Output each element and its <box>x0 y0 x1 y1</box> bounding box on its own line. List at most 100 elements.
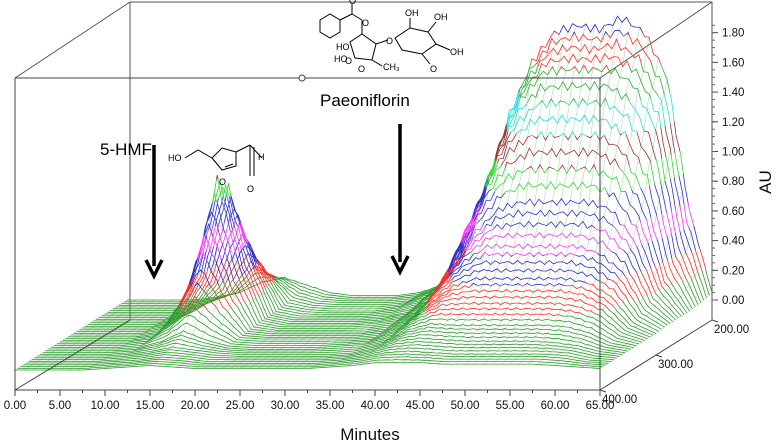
z-tick <box>711 319 719 323</box>
spectrum-slice-370nm <box>31 344 617 360</box>
z-tick-label: 400.00 <box>602 394 637 406</box>
x-tick-label: 40.00 <box>361 400 390 412</box>
box-edge <box>14 319 131 391</box>
mesh-line-time <box>221 292 335 369</box>
bond <box>339 13 353 21</box>
structure-paeoniflorin <box>319 4 451 67</box>
mesh-line-time <box>572 186 686 367</box>
spectrum-slice-200nm <box>127 15 713 301</box>
z-tick <box>655 354 663 358</box>
bond <box>421 53 431 65</box>
furan-ring <box>211 147 237 171</box>
y-tick-label: 1.40 <box>722 87 744 99</box>
spectrum-slice-390nm <box>20 356 606 367</box>
x-tick-label: 10.00 <box>91 400 120 412</box>
spectrum-slice-290nm <box>76 211 662 332</box>
spectrum-slice-315nm <box>62 282 648 341</box>
spectrum-slice-320nm <box>59 295 645 343</box>
x-tick-label: 45.00 <box>406 400 435 412</box>
chem-label: OH <box>434 12 448 22</box>
bond <box>435 43 451 51</box>
chem-label: O <box>430 64 437 74</box>
bond <box>184 149 213 159</box>
arrowhead-paeoniflorin <box>390 255 410 276</box>
spectrum-slice-350nm <box>43 330 629 353</box>
x-tick-label: 35.00 <box>316 400 345 412</box>
z-tick-label: 200.00 <box>714 324 749 336</box>
mesh-line-time <box>491 25 605 365</box>
chem-label: OH <box>450 47 464 57</box>
x-tick-label: 65.00 <box>586 400 615 412</box>
spectrum-slice-330nm <box>54 312 640 346</box>
x-tick-label: 5.00 <box>49 400 71 412</box>
y-tick-label: 0.20 <box>722 265 744 277</box>
y-tick-label: 1.60 <box>722 57 744 69</box>
x-tick-label: 55.00 <box>496 400 525 412</box>
spectrum-slice-240nm <box>104 130 690 315</box>
z-tick <box>599 389 607 393</box>
benzene-ring <box>319 13 341 39</box>
mesh-line-time <box>473 23 587 365</box>
chem-label: O <box>247 184 254 194</box>
spectrum-slice-335nm <box>51 318 637 348</box>
spectrum-slice-340nm <box>48 322 634 350</box>
chem-label: O <box>358 64 365 74</box>
spectrum-slice-300nm <box>71 234 657 336</box>
y-tick-label: 0.60 <box>722 206 744 218</box>
spectrum-slice-375nm <box>29 347 615 362</box>
mesh-line-time <box>500 25 614 365</box>
spectrum-slice-265nm <box>90 183 676 324</box>
bond <box>371 59 383 67</box>
annotation-5-hmf: 5-HMF <box>100 140 152 159</box>
spectrum-slice-385nm <box>23 353 609 366</box>
chem-label: HO <box>336 42 350 52</box>
spectrum-slice-380nm <box>26 350 612 364</box>
y-tick-label: 1.80 <box>722 28 744 40</box>
spectrum-slice-235nm <box>107 113 693 313</box>
annotation-paeoniflorin: Paeoniflorin <box>320 91 410 110</box>
y-tick-label: 0.40 <box>722 236 744 248</box>
box-edge <box>14 1 131 79</box>
mesh-line-time <box>185 282 299 369</box>
chem-label: O <box>219 177 226 187</box>
glucose-ring <box>394 27 437 55</box>
z-tick-label: 300.00 <box>658 359 693 371</box>
y-tick-label: 1.20 <box>722 117 744 129</box>
chem-label: O <box>386 36 393 46</box>
chem-label: HO <box>168 153 182 163</box>
mesh-line-time <box>149 174 263 366</box>
spectrum-slice-360nm <box>37 337 623 357</box>
spectrum-slice-285nm <box>79 192 665 331</box>
spectrum-slice-400nm <box>15 362 601 371</box>
spectrum-slice-325nm <box>57 305 643 345</box>
x-tick-label: 60.00 <box>541 400 570 412</box>
spectrum-slice-270nm <box>87 186 674 325</box>
spectrum-slice-250nm <box>99 163 685 318</box>
bond <box>427 21 437 33</box>
plot-box-back <box>14 1 713 320</box>
box-edge <box>599 1 713 79</box>
x-tick-label: 0.00 <box>4 400 26 412</box>
spectrum-slice-345nm <box>45 326 631 352</box>
chem-label: H <box>258 152 265 162</box>
bond <box>235 144 251 153</box>
spectrum-slice-365nm <box>34 340 620 359</box>
y-tick-label: 0.00 <box>722 295 744 307</box>
y-tick-label: 1.00 <box>722 147 744 159</box>
y-axis-title: AU <box>756 170 775 194</box>
x-axis-title: Minutes <box>340 425 400 444</box>
arrowhead-5-hmf <box>144 259 164 280</box>
bond <box>375 39 389 45</box>
x-tick-label: 30.00 <box>271 400 300 412</box>
x-tick-label: 25.00 <box>226 400 255 412</box>
spectrum-slice-255nm <box>96 180 682 320</box>
spectrum-slice-395nm <box>17 359 603 369</box>
spectrum-slice-355nm <box>40 334 626 355</box>
spectrum-slice-205nm <box>124 29 710 303</box>
spectrum-slice-215nm <box>118 53 704 306</box>
structure-5-hmf <box>184 144 263 176</box>
chem-label: O <box>362 18 369 28</box>
annotations: 5-HMF Paeoniflorin <box>100 91 410 280</box>
rotation-handle[interactable] <box>298 74 306 82</box>
